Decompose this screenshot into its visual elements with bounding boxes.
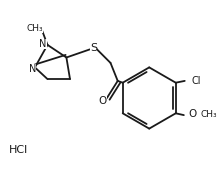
Text: N: N — [39, 39, 47, 49]
Text: S: S — [90, 43, 97, 53]
Text: N: N — [28, 64, 36, 74]
Text: O: O — [188, 109, 197, 119]
Text: Cl: Cl — [191, 76, 201, 86]
Text: CH₃: CH₃ — [27, 24, 43, 33]
Text: O: O — [98, 96, 107, 106]
Text: HCl: HCl — [9, 145, 28, 155]
Text: CH₃: CH₃ — [201, 110, 217, 119]
